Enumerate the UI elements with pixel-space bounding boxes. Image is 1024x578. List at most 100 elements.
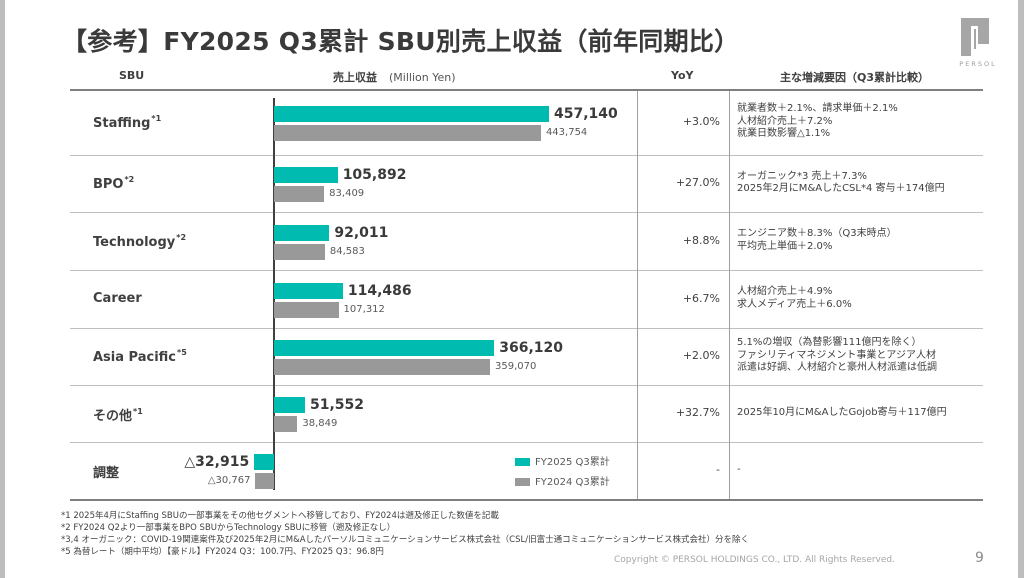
bar-fy2024 xyxy=(274,186,325,202)
bar-fy2025 xyxy=(274,282,343,299)
table-bottom-divider xyxy=(70,499,983,501)
value-label-fy2025: 114,486 xyxy=(347,282,412,299)
row-divider xyxy=(70,212,983,213)
right-frame-border xyxy=(1018,0,1024,578)
row-divider xyxy=(70,155,983,156)
bar-fy2025 xyxy=(274,397,305,413)
bar-fy2024 xyxy=(255,473,274,489)
row-divider xyxy=(70,270,983,271)
sbu-name: その他 xyxy=(93,409,133,424)
sbu-name: 調整 xyxy=(93,466,120,481)
factor-line: 求人メディア売上＋6.0% xyxy=(737,298,852,310)
factor-line: 人材紹介売上＋7.2% xyxy=(737,115,833,127)
factor-line: 平均売上単価＋2.0% xyxy=(737,240,833,252)
value-label-fy2024: 83,409 xyxy=(329,188,365,199)
persol-logo: PERSOL xyxy=(954,18,995,68)
header-revenue: 売上収益 (Million Yen) xyxy=(333,69,456,85)
row-divider xyxy=(70,442,983,443)
header-divider xyxy=(70,89,983,91)
factor-line: オーガニック*3 売上＋7.3% xyxy=(737,170,867,182)
sbu-label: その他*1 xyxy=(93,405,143,424)
sbu-name: Career xyxy=(93,290,142,306)
factor-line: ファシリティマネジメント事業とアジア人材 xyxy=(737,349,936,361)
bar-fy2025 xyxy=(274,106,549,122)
factor-line: エンジニア数＋8.3%（Q3末時点） xyxy=(737,228,897,239)
footnote-4: *5 為替レート（期中平均）【豪ドル】FY2024 Q3：100.7円、FY20… xyxy=(61,547,384,557)
factor-line: 2025年2月にM&AしたCSL*4 寄与＋174億円 xyxy=(737,183,945,194)
bar-fy2025 xyxy=(274,340,495,356)
factor-line: - xyxy=(737,463,741,475)
sbu-name: BPO xyxy=(93,177,124,192)
sbu-footnote-marker: *1 xyxy=(133,407,143,416)
sbu-name: Technology xyxy=(93,234,176,250)
change-factors: - xyxy=(737,464,741,477)
factor-line: 人材紹介売上＋4.9% xyxy=(737,286,833,297)
yoy-value: +27.0% xyxy=(675,176,720,189)
value-label-fy2025: 51,552 xyxy=(310,397,365,413)
footnote-1: *1 2025年4月にStaffing SBUの一部事業をその他セグメントへ移管… xyxy=(61,511,499,521)
value-label-fy2024: 443,754 xyxy=(545,127,588,138)
value-label-fy2025: 92,011 xyxy=(334,224,389,241)
sbu-footnote-marker: *2 xyxy=(124,175,135,184)
value-label-fy2025: 366,120 xyxy=(499,340,563,356)
sbu-footnote-marker: *5 xyxy=(177,348,187,357)
page-title: 【参考】FY2025 Q3累計 SBU別売上収益（前年同期比） xyxy=(62,27,740,56)
yoy-value: +2.0% xyxy=(682,349,720,362)
value-label-fy2024: 38,849 xyxy=(302,418,338,429)
bar-fy2024 xyxy=(274,243,325,260)
change-factors: 人材紹介売上＋4.9% 求人メディア売上＋6.0% xyxy=(737,286,852,311)
value-label-fy2024: △30,767 xyxy=(207,475,251,486)
yoy-value: +6.7% xyxy=(682,291,720,305)
left-frame-border xyxy=(0,0,5,578)
sbu-label: Technology*2 xyxy=(93,233,186,250)
bar-fy2025 xyxy=(274,224,330,241)
legend-item-previous: FY2024 Q3累計 xyxy=(515,473,610,488)
header-revenue-unit: (Million Yen) xyxy=(389,71,456,84)
yoy-value: +3.0% xyxy=(682,115,720,128)
sbu-label: Career xyxy=(93,291,142,306)
yoy-value: +32.7% xyxy=(675,406,720,419)
change-factors: 2025年10月にM&AしたGojob寄与＋117億円 xyxy=(737,407,947,420)
row-divider xyxy=(70,328,983,329)
persol-logo-icon xyxy=(961,18,989,56)
sbu-footnote-marker: *2 xyxy=(176,232,187,242)
header-factors: 主な増減要因（Q3累計比較） xyxy=(780,71,930,84)
sbu-name: Asia Pacific xyxy=(93,350,177,365)
logo-text: PERSOL xyxy=(959,60,997,68)
column-divider-factors xyxy=(729,91,730,499)
sbu-label: Staffing*1 xyxy=(93,114,161,131)
value-label-fy2025: △32,915 xyxy=(184,454,250,470)
bar-fy2025 xyxy=(274,167,338,183)
change-factors: エンジニア数＋8.3%（Q3末時点） 平均売上単価＋2.0% xyxy=(737,228,897,253)
zero-axis xyxy=(273,98,275,490)
value-label-fy2024: 107,312 xyxy=(343,303,385,315)
header-revenue-label: 売上収益 xyxy=(333,71,377,84)
value-label-fy2025: 457,140 xyxy=(554,106,618,122)
header-yoy: YoY xyxy=(671,69,694,82)
change-factors: オーガニック*3 売上＋7.3% 2025年2月にM&AしたCSL*4 寄与＋17… xyxy=(737,171,945,196)
factor-line: 派遣は好調、人材紹介と豪州人材派遣は低調 xyxy=(737,362,937,374)
bar-fy2025 xyxy=(254,454,274,470)
bar-fy2024 xyxy=(274,125,541,141)
legend-label-current: FY2025 Q3累計 xyxy=(535,457,610,468)
factor-line: 5.1%の増収（為替影響111億円を除く） xyxy=(737,337,922,349)
sbu-label: BPO*2 xyxy=(93,175,134,192)
value-label-fy2024: 359,070 xyxy=(495,361,537,372)
yoy-value: +8.8% xyxy=(682,233,720,247)
value-label-fy2025: 105,892 xyxy=(342,167,407,183)
copyright: Copyright © PERSOL HOLDINGS CO., LTD. Al… xyxy=(614,555,895,565)
legend-swatch-current xyxy=(515,458,530,466)
page-number: 9 xyxy=(975,550,984,566)
factor-line: 2025年10月にM&AしたGojob寄与＋117億円 xyxy=(737,406,947,418)
sbu-label: Asia Pacific*5 xyxy=(93,348,187,365)
sbu-name: Staffing xyxy=(93,116,151,131)
bar-fy2024 xyxy=(274,416,298,432)
bar-fy2024 xyxy=(274,301,339,318)
factor-line: 就業者数＋2.1%、請求単価＋2.1% xyxy=(737,103,898,115)
legend-label-previous: FY2024 Q3累計 xyxy=(535,477,610,488)
sbu-label: 調整 xyxy=(93,462,119,481)
change-factors: 就業者数＋2.1%、請求単価＋2.1% 人材紹介売上＋7.2% 就業日数影響△1.1… xyxy=(737,103,898,141)
legend-swatch-previous xyxy=(515,478,530,486)
row-divider xyxy=(70,385,983,386)
footnote-2: *2 FY2024 Q2より一部事業をBPO SBUからTechnology S… xyxy=(61,523,396,533)
